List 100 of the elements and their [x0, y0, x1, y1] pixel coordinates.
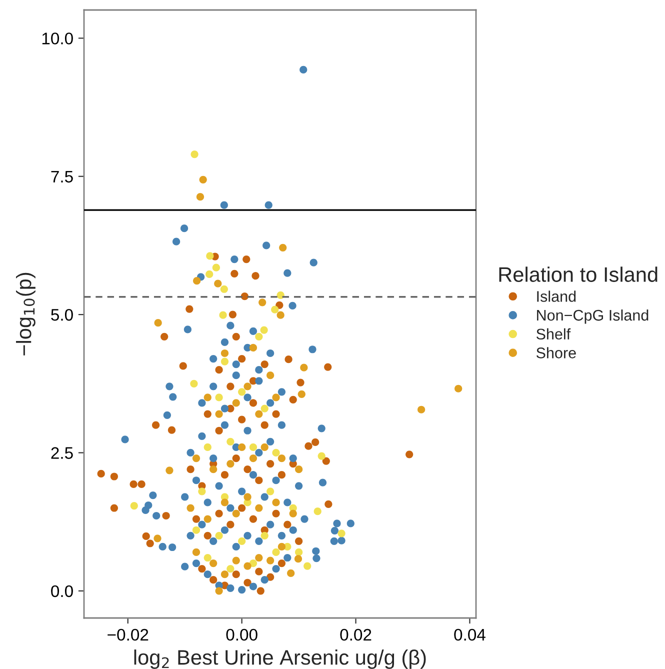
point [294, 555, 302, 563]
point [238, 443, 246, 452]
point [266, 556, 274, 564]
point [206, 270, 214, 278]
point [304, 562, 312, 570]
point [204, 515, 212, 523]
point [272, 448, 280, 457]
point [272, 394, 280, 402]
point [220, 285, 228, 293]
point [279, 244, 287, 252]
x-axis-title: log$_{2}$ Best Urine Arsenic ug/g (β) [134, 650, 426, 669]
point [166, 466, 174, 474]
point [204, 554, 212, 562]
point [232, 510, 240, 518]
point [272, 498, 280, 506]
point [278, 542, 286, 550]
point [226, 460, 234, 468]
point [130, 502, 138, 510]
point [249, 454, 258, 462]
legend-label: Shore [536, 347, 576, 358]
point [276, 311, 284, 319]
point [244, 382, 252, 390]
point [193, 277, 201, 285]
point [271, 306, 279, 314]
point [266, 372, 274, 380]
point [249, 344, 258, 352]
point [232, 556, 240, 564]
point [249, 559, 258, 568]
legend-label: Non−CpG Island [537, 309, 648, 324]
point [255, 554, 263, 562]
point [260, 326, 268, 334]
legend-label: Shelf [536, 328, 571, 340]
point [298, 390, 306, 398]
point [418, 406, 426, 414]
point [198, 488, 206, 496]
point [226, 565, 234, 573]
point [215, 587, 223, 595]
point [255, 332, 263, 340]
point [249, 443, 258, 452]
point [295, 548, 303, 556]
y-tick-label: 7.5 [51, 170, 73, 183]
point [204, 443, 212, 452]
point [238, 537, 246, 545]
point [192, 548, 200, 556]
point [260, 404, 268, 412]
point [206, 252, 214, 260]
point [192, 526, 200, 534]
legend-label: Island [537, 290, 576, 302]
point [260, 443, 268, 452]
point [215, 410, 223, 418]
x-tick-label: −0.02 [108, 628, 148, 641]
point [219, 311, 227, 319]
point [215, 394, 223, 402]
point [226, 438, 234, 446]
point [196, 193, 204, 201]
point [244, 493, 252, 501]
point [199, 176, 207, 184]
point [220, 570, 229, 578]
point [255, 504, 263, 512]
point [238, 388, 246, 396]
point [258, 298, 266, 306]
point [287, 569, 295, 578]
point [276, 291, 284, 300]
y-tick-label: 10.0 [42, 32, 73, 44]
point [314, 508, 322, 516]
point [210, 466, 218, 474]
point [255, 410, 263, 418]
y-tick-label: 5.0 [51, 308, 73, 321]
point [190, 380, 198, 388]
y-tick-label: 2.5 [51, 447, 73, 459]
x-tick-label: 0.00 [226, 628, 258, 641]
point [318, 452, 326, 460]
point [220, 498, 229, 506]
point [244, 562, 252, 570]
point [212, 264, 220, 272]
legend-title: Relation to Island [499, 266, 658, 282]
point [232, 399, 240, 407]
x-tick-label: 0.02 [340, 628, 372, 641]
y-tick-label: 0.0 [51, 585, 73, 598]
point [215, 532, 223, 540]
point [214, 280, 222, 288]
point [266, 488, 274, 496]
point [210, 559, 218, 568]
x-tick-label: 0.04 [454, 628, 486, 641]
point [454, 384, 462, 392]
point [190, 150, 198, 158]
point [220, 358, 229, 366]
point [154, 534, 162, 542]
point [192, 454, 200, 462]
point [204, 394, 212, 402]
point [278, 454, 286, 462]
point [260, 532, 268, 540]
point [154, 319, 162, 327]
point [295, 466, 303, 474]
point [272, 548, 280, 556]
point [186, 504, 194, 512]
point [300, 364, 308, 372]
point [338, 530, 346, 538]
y-axis-title: −log$_{10}$(p) [16, 272, 36, 356]
point [289, 510, 297, 518]
